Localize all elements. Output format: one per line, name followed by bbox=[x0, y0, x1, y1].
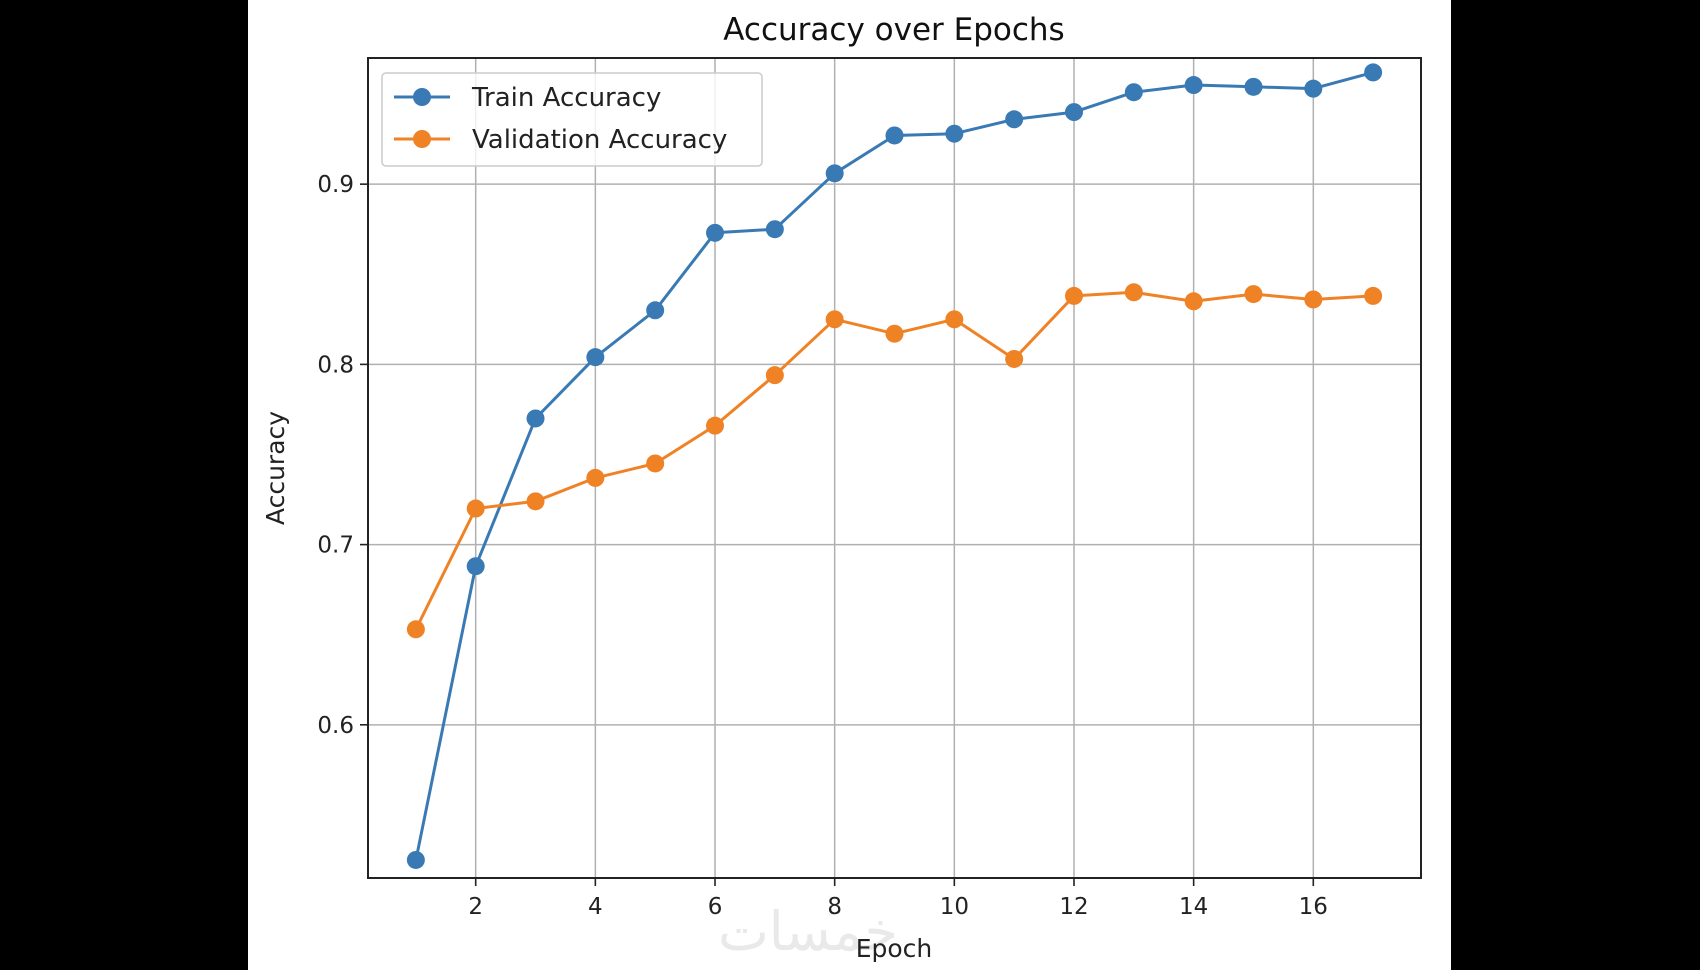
x-tick-label: 6 bbox=[708, 894, 723, 920]
data-point bbox=[586, 468, 605, 487]
data-point bbox=[1124, 283, 1143, 302]
data-point bbox=[586, 348, 605, 367]
data-point bbox=[646, 301, 665, 320]
series-line bbox=[414, 70, 1374, 861]
data-point bbox=[526, 409, 545, 428]
data-point bbox=[1184, 76, 1203, 95]
series-train-accuracy bbox=[406, 63, 1383, 869]
x-tick-label: 12 bbox=[1059, 894, 1088, 920]
data-point bbox=[945, 310, 964, 329]
y-tick-label: 0.9 bbox=[317, 172, 354, 198]
data-point bbox=[1364, 286, 1383, 305]
data-point bbox=[706, 223, 725, 242]
data-point bbox=[466, 557, 485, 576]
plot-frame bbox=[367, 57, 1422, 879]
data-point bbox=[825, 310, 844, 329]
legend: Train Accuracy Validation Accuracy bbox=[381, 72, 763, 167]
legend-marker bbox=[413, 130, 431, 148]
data-point bbox=[1244, 77, 1263, 96]
data-point bbox=[1244, 285, 1263, 304]
data-point bbox=[646, 454, 665, 473]
x-tick-label: 14 bbox=[1179, 894, 1208, 920]
data-point bbox=[1005, 349, 1024, 368]
y-axis-ticks: 0.6 0.7 0.8 0.9 bbox=[317, 172, 368, 739]
data-point bbox=[466, 499, 485, 518]
series-validation-accuracy bbox=[406, 283, 1383, 639]
x-tick-label: 4 bbox=[588, 894, 603, 920]
data-point bbox=[706, 416, 725, 435]
data-point bbox=[945, 124, 964, 143]
data-point bbox=[1364, 63, 1383, 82]
data-point bbox=[765, 366, 784, 385]
chart-figure: Accuracy over Epochs خمسات 2 4 6 8 10 12 14 16 … bbox=[248, 0, 1451, 970]
y-tick-label: 0.8 bbox=[317, 352, 354, 378]
data-point bbox=[1304, 290, 1323, 309]
y-tick-label: 0.6 bbox=[317, 713, 354, 739]
x-axis-ticks: 2 4 6 8 10 12 14 16 bbox=[468, 878, 1328, 920]
y-tick-label: 0.7 bbox=[317, 533, 354, 559]
series-line bbox=[414, 290, 1374, 630]
x-tick-label: 16 bbox=[1299, 894, 1328, 920]
accuracy-line-chart: Accuracy over Epochs خمسات 2 4 6 8 10 12 14 16 … bbox=[261, 12, 1422, 963]
legend-label: Train Accuracy bbox=[471, 83, 661, 113]
data-point bbox=[1005, 110, 1024, 129]
legend-items: Train Accuracy Validation Accuracy bbox=[394, 83, 727, 155]
series-layer bbox=[406, 63, 1383, 869]
legend-box bbox=[381, 72, 763, 167]
data-point bbox=[765, 220, 784, 239]
data-point bbox=[885, 324, 904, 343]
data-point bbox=[825, 164, 844, 183]
legend-label: Validation Accuracy bbox=[472, 125, 727, 155]
y-axis-title: Accuracy bbox=[261, 411, 290, 525]
watermark-text: خمسات bbox=[718, 900, 898, 963]
grid-lines bbox=[368, 58, 1421, 878]
data-point bbox=[1124, 83, 1143, 102]
chart-title: Accuracy over Epochs bbox=[723, 12, 1064, 48]
x-axis-title: Epoch bbox=[856, 934, 933, 963]
data-point bbox=[406, 850, 425, 869]
data-point bbox=[1064, 103, 1083, 122]
data-point bbox=[1304, 79, 1323, 98]
x-tick-label: 10 bbox=[940, 894, 969, 920]
data-point bbox=[1064, 286, 1083, 305]
x-tick-label: 8 bbox=[827, 894, 842, 920]
data-point bbox=[406, 620, 425, 639]
legend-marker bbox=[413, 88, 431, 106]
x-tick-label: 2 bbox=[468, 894, 483, 920]
data-point bbox=[885, 126, 904, 145]
data-point bbox=[1184, 292, 1203, 311]
data-point bbox=[526, 492, 545, 511]
